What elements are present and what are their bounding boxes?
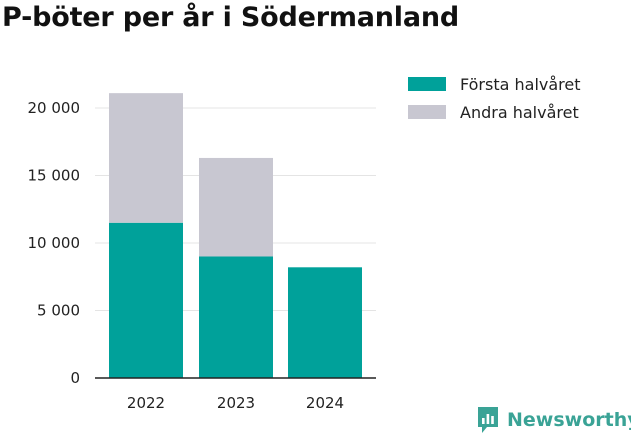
bar-2022-series-1 bbox=[109, 222, 183, 378]
y-tick-label: 10 000 bbox=[28, 234, 81, 252]
legend: Första halvåret Andra halvåret bbox=[408, 70, 581, 126]
newsworthy-logo-icon bbox=[478, 407, 498, 433]
legend-label-first-half: Första halvåret bbox=[460, 74, 581, 94]
bar-2023-series-2 bbox=[199, 157, 273, 257]
brand-name: Newsworthy bbox=[507, 409, 631, 431]
legend-label-second-half: Andra halvåret bbox=[460, 102, 579, 122]
y-tick-label: 20 000 bbox=[28, 99, 81, 117]
legend-item-second-half: Andra halvåret bbox=[408, 98, 581, 126]
y-tick-label: 5 000 bbox=[37, 302, 80, 320]
chart-title: P-böter per år i Södermanland bbox=[2, 2, 460, 33]
x-tick-label: 2024 bbox=[306, 394, 344, 412]
tick-labels: 0 5 000 10 000 15 000 20 000 2022 2023 2024 bbox=[28, 99, 345, 412]
legend-swatch-first-half bbox=[408, 77, 446, 91]
x-tick-label: 2023 bbox=[217, 394, 255, 412]
y-tick-label: 0 bbox=[70, 369, 80, 387]
bars bbox=[109, 93, 362, 378]
bar-2022-series-2 bbox=[109, 93, 183, 223]
bar-2024-series-1 bbox=[288, 267, 362, 378]
y-tick-label: 15 000 bbox=[28, 167, 81, 185]
x-tick-label: 2022 bbox=[127, 394, 165, 412]
legend-item-first-half: Första halvåret bbox=[408, 70, 581, 98]
bar-2023-series-1 bbox=[199, 256, 273, 378]
legend-swatch-second-half bbox=[408, 105, 446, 119]
brand-logo: Newsworthy bbox=[476, 406, 631, 434]
